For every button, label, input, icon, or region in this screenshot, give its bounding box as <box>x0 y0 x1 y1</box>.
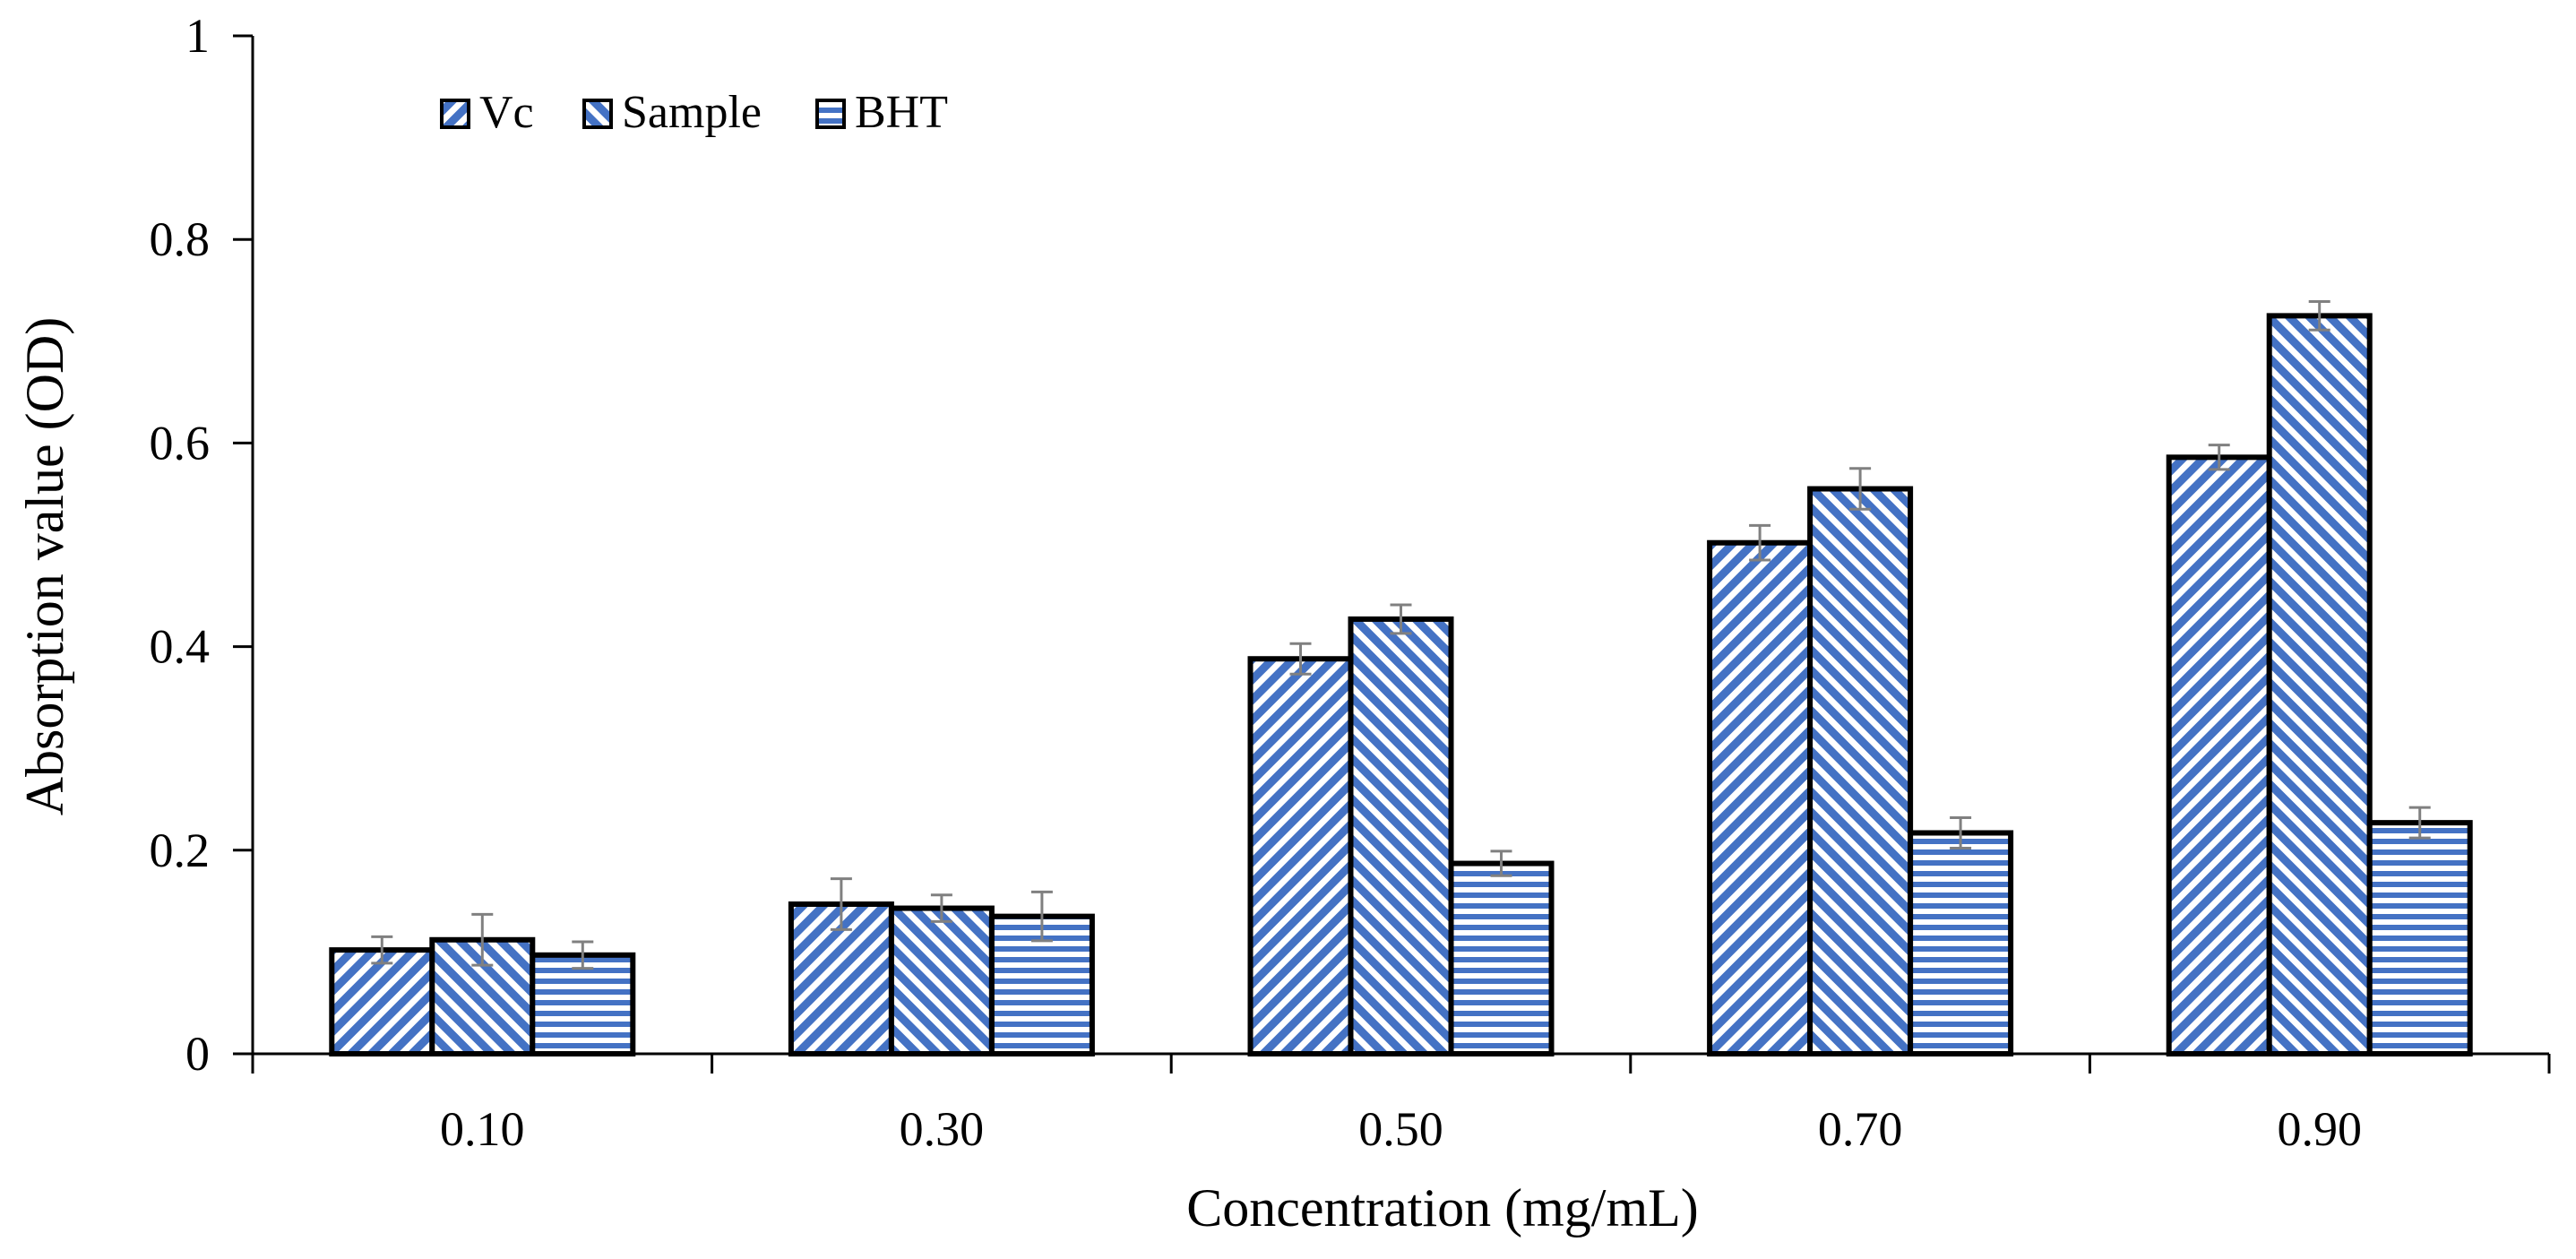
bar-bht-0.10 <box>530 952 636 1056</box>
y-tick-label: 0 <box>185 1027 210 1081</box>
legend-swatch-vc <box>440 99 470 129</box>
bar-sample-0.30 <box>888 905 995 1056</box>
legend: Vc Sample BHT <box>440 87 948 138</box>
y-axis-title: Absorption value (OD) <box>15 317 74 816</box>
bar-vc-0.70 <box>1707 539 1814 1056</box>
bar-sample-0.50 <box>1348 616 1454 1056</box>
x-tick-label: 0.10 <box>440 1102 525 1156</box>
x-tick-label: 0.70 <box>1818 1102 1903 1156</box>
y-tick-label: 0.6 <box>150 416 211 470</box>
legend-swatch-sample <box>582 99 613 129</box>
legend-label-bht: BHT <box>855 87 948 138</box>
bar-vc-0.10 <box>329 947 435 1057</box>
y-tick-label: 1 <box>185 9 210 63</box>
y-tick-label: 0.4 <box>150 620 211 674</box>
legend-label-vc: Vc <box>479 87 534 138</box>
plot-area: 0 0.2 0.4 0.6 0.8 1 0.10 0.30 0.50 0.70 0.90 <box>150 9 2551 1156</box>
bar-sample-0.70 <box>1807 486 1914 1056</box>
bar-vc-0.90 <box>2166 454 2272 1056</box>
bar-bht-0.50 <box>1448 860 1555 1056</box>
bar-vc-0.50 <box>1247 656 1354 1056</box>
y-tick-label: 0.8 <box>150 212 211 266</box>
x-tick-label: 0.90 <box>2277 1102 2362 1156</box>
bar-bht-0.90 <box>2366 820 2473 1056</box>
bar-bht-0.70 <box>1908 830 2014 1056</box>
y-tick-label: 0.2 <box>150 824 211 877</box>
legend-swatch-bht <box>815 99 846 129</box>
legend-label-sample: Sample <box>622 87 762 138</box>
x-tick-label: 0.30 <box>900 1102 985 1156</box>
x-tick-label: 0.50 <box>1358 1102 1443 1156</box>
x-axis-title: Concentration (mg/mL) <box>1186 1178 1699 1237</box>
bar-sample-0.90 <box>2266 313 2373 1056</box>
